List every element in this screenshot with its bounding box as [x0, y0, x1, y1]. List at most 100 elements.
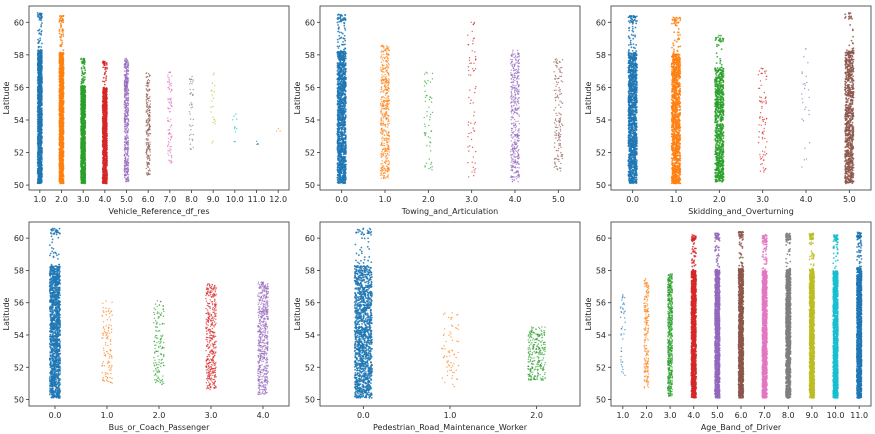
data-point [39, 118, 41, 121]
data-point [38, 16, 40, 18]
data-point [59, 166, 62, 169]
data-point [58, 83, 61, 86]
data-point [40, 33, 43, 36]
data-point [41, 102, 43, 105]
data-point [83, 104, 85, 107]
data-point [39, 127, 42, 130]
data-point [80, 74, 83, 77]
data-point [38, 126, 41, 129]
data-point [59, 52, 62, 55]
data-point [37, 50, 40, 53]
data-point [39, 37, 42, 40]
data-point [58, 76, 61, 78]
data-point [58, 32, 61, 35]
data-point [84, 149, 87, 152]
data-point [60, 175, 63, 178]
data-point [61, 79, 64, 82]
data-point [83, 91, 86, 94]
data-point [60, 25, 63, 27]
data-point [36, 107, 39, 109]
data-point [80, 127, 83, 130]
data-point [59, 138, 62, 141]
data-point [38, 143, 41, 146]
data-point [58, 60, 61, 63]
data-point [81, 100, 84, 103]
data-point [103, 173, 106, 176]
data-point [37, 180, 40, 183]
data-point [81, 177, 84, 179]
data-point [40, 69, 43, 72]
data-point [83, 165, 85, 168]
data-point [81, 72, 84, 74]
data-point [40, 91, 42, 94]
data-point [62, 21, 65, 24]
data-point [80, 150, 83, 153]
data-point [82, 125, 85, 128]
data-point [58, 72, 61, 75]
data-point [39, 39, 42, 42]
data-point [59, 168, 62, 171]
data-point [59, 17, 62, 20]
data-point [59, 144, 61, 147]
strip-2.0 [58, 14, 65, 185]
data-point [39, 155, 42, 158]
data-point [59, 45, 62, 47]
strip-4.0 [101, 60, 108, 185]
data-point [40, 144, 43, 147]
data-point [40, 76, 43, 79]
data-point [61, 171, 64, 174]
data-point [61, 162, 64, 165]
data-point [58, 62, 61, 65]
data-point [61, 128, 64, 130]
data-point [62, 116, 65, 119]
data-point [38, 32, 41, 35]
data-point [41, 90, 43, 93]
data-point [80, 103, 83, 106]
data-point [38, 131, 41, 133]
data-point [59, 39, 62, 41]
data-point [60, 148, 63, 151]
data-point [82, 102, 85, 105]
data-point [39, 89, 42, 92]
data-point [80, 154, 83, 156]
data-point [39, 128, 42, 131]
data-point [81, 114, 84, 117]
data-point [40, 129, 43, 131]
data-point [80, 181, 83, 184]
data-point [80, 80, 83, 83]
data-point [62, 164, 65, 167]
data-point [80, 121, 83, 124]
data-point [103, 83, 106, 86]
data-point [60, 114, 62, 117]
data-point [62, 133, 64, 135]
data-point [38, 139, 41, 142]
data-point [59, 178, 61, 181]
data-point [39, 171, 42, 173]
data-point [59, 157, 62, 160]
data-point [58, 112, 61, 115]
data-point [60, 178, 63, 181]
data-point [61, 41, 64, 44]
data-point [62, 49, 65, 52]
data-point [40, 78, 43, 80]
data-point [38, 116, 41, 119]
data-point [83, 133, 86, 136]
data-point [61, 69, 64, 72]
data-point [80, 167, 83, 170]
data-point [37, 79, 39, 82]
data-point [38, 106, 41, 109]
data-point [37, 128, 39, 131]
data-point [83, 67, 85, 70]
data-point [80, 173, 83, 176]
data-point [37, 147, 40, 150]
data-point [39, 72, 41, 74]
data-point [81, 112, 83, 115]
data-point [37, 141, 39, 144]
data-point [101, 151, 104, 154]
data-point [105, 167, 107, 170]
data-point [82, 180, 85, 183]
data-point [37, 60, 40, 63]
data-point [83, 63, 86, 66]
data-point [101, 117, 104, 120]
data-point [104, 67, 107, 69]
